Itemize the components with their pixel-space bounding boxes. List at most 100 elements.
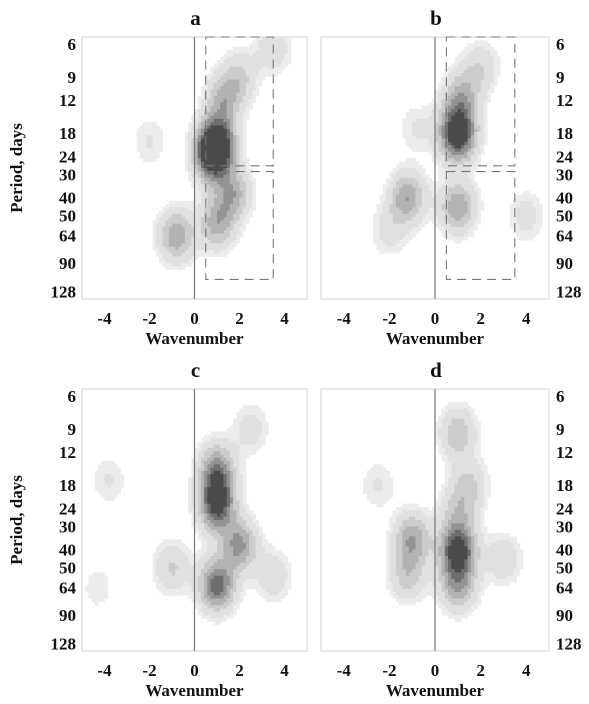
- power-cell: [480, 73, 485, 77]
- power-cell: [405, 510, 410, 514]
- power-cell: [162, 262, 166, 267]
- power-cell: [226, 529, 231, 534]
- power-cell: [268, 585, 273, 590]
- power-cell: [470, 174, 475, 179]
- power-cell: [175, 542, 179, 547]
- x-tick-label: -2: [142, 309, 156, 328]
- power-cell: [464, 92, 468, 97]
- power-cell: [431, 145, 436, 149]
- power-cell: [220, 118, 224, 123]
- power-cell: [532, 200, 537, 205]
- power-cell: [402, 556, 407, 560]
- power-cell: [220, 614, 224, 619]
- power-cell: [441, 122, 446, 126]
- power-cell: [461, 102, 465, 107]
- power-cell: [496, 59, 501, 64]
- power-cell: [399, 174, 403, 179]
- power-cell: [217, 464, 221, 468]
- power-cell: [213, 223, 218, 228]
- power-cell: [245, 76, 250, 80]
- power-cell: [271, 56, 276, 61]
- power-cell: [405, 233, 410, 238]
- power-cell: [146, 145, 150, 149]
- power-cell: [239, 480, 244, 485]
- power-cell: [217, 618, 221, 622]
- y-tick-label: 6: [68, 387, 77, 406]
- power-cell: [159, 145, 163, 149]
- power-cell: [395, 598, 400, 603]
- power-cell: [197, 467, 202, 472]
- power-cell: [207, 118, 211, 123]
- power-cell: [197, 171, 202, 175]
- power-cell: [245, 66, 250, 71]
- power-cell: [213, 112, 218, 116]
- power-cell: [213, 200, 218, 205]
- power-cell: [226, 135, 231, 139]
- power-cell: [236, 145, 240, 149]
- power-cell: [457, 154, 462, 159]
- power-cell: [207, 125, 211, 130]
- power-cell: [191, 510, 195, 514]
- power-cell: [363, 490, 367, 495]
- power-cell: [242, 552, 247, 557]
- power-cell: [258, 559, 263, 563]
- power-cell: [143, 154, 147, 159]
- power-cell: [220, 82, 224, 87]
- power-cell: [91, 585, 96, 590]
- power-cell: [184, 556, 189, 560]
- power-cell: [236, 66, 240, 71]
- power-cell: [213, 520, 218, 524]
- power-cell: [412, 223, 416, 228]
- power-cell: [213, 82, 218, 87]
- power-cell: [210, 158, 215, 162]
- power-cell: [236, 529, 240, 534]
- power-cell: [245, 217, 250, 221]
- power-cell: [220, 177, 224, 182]
- power-cell: [223, 240, 228, 244]
- power-cell: [415, 210, 420, 215]
- power-cell: [464, 122, 468, 126]
- power-cell: [226, 115, 231, 120]
- power-cell: [159, 240, 163, 244]
- power-cell: [139, 128, 144, 133]
- power-cell: [480, 95, 485, 100]
- power-cell: [213, 565, 218, 570]
- power-cell: [464, 69, 468, 74]
- power-cell: [386, 470, 390, 475]
- power-cell: [223, 526, 228, 531]
- power-cell: [210, 444, 215, 449]
- power-cell: [245, 520, 250, 524]
- power-cell: [226, 118, 231, 123]
- power-cell: [152, 122, 157, 126]
- power-cell: [110, 477, 115, 482]
- power-cell: [98, 490, 102, 495]
- power-cell: [242, 526, 247, 531]
- power-cell: [239, 161, 244, 166]
- power-cell: [194, 480, 199, 485]
- power-cell: [178, 236, 183, 241]
- power-cell: [239, 59, 244, 64]
- power-cell: [386, 575, 390, 580]
- power-cell: [386, 246, 390, 251]
- power-cell: [226, 73, 231, 77]
- power-cell: [143, 151, 147, 156]
- power-cell: [457, 181, 462, 185]
- power-cell: [366, 483, 371, 488]
- power-cell: [229, 59, 234, 64]
- power-cell: [245, 63, 250, 67]
- power-cell: [262, 73, 266, 77]
- power-cell: [386, 552, 390, 557]
- power-cell: [532, 233, 537, 238]
- power-cell: [493, 73, 498, 77]
- power-cell: [233, 434, 237, 439]
- power-cell: [236, 76, 240, 80]
- power-cell: [402, 197, 407, 202]
- power-cell: [239, 536, 244, 541]
- power-cell: [136, 138, 141, 143]
- power-cell: [242, 171, 247, 175]
- power-cell: [399, 578, 403, 583]
- power-cell: [389, 559, 394, 563]
- power-cell: [382, 497, 387, 501]
- power-cell: [412, 181, 416, 185]
- power-cell: [155, 230, 160, 234]
